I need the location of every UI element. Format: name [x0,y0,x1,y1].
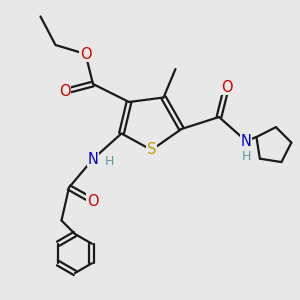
Text: S: S [147,142,156,158]
Text: N: N [88,152,98,166]
Text: O: O [221,80,232,94]
Text: N: N [241,134,251,148]
Text: O: O [80,46,91,62]
Text: O: O [87,194,99,208]
Text: O: O [59,84,70,99]
Text: H: H [105,155,114,169]
Text: H: H [241,149,251,163]
